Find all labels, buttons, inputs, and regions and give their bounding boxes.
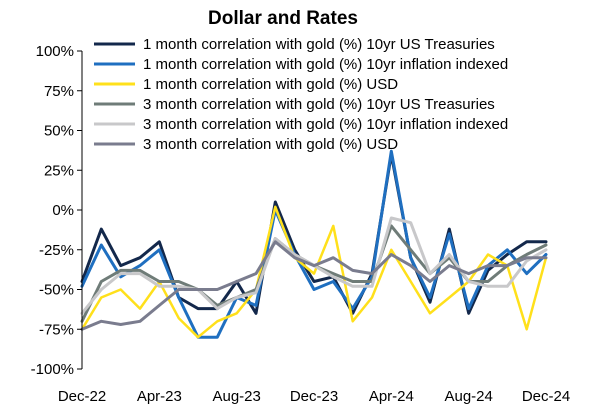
series-line-2 bbox=[80, 149, 548, 339]
legend-label-3: 1 month correlation with gold (%) USD bbox=[143, 76, 398, 93]
legend-label-1: 1 month correlation with gold (%) 10yr U… bbox=[143, 36, 495, 53]
legend-label-6: 3 month correlation with gold (%) USD bbox=[143, 136, 398, 153]
legend-label-2: 1 month correlation with gold (%) 10yr i… bbox=[143, 56, 508, 73]
x-tick-label-apr-24: Apr-24 bbox=[369, 388, 414, 405]
y-tick-label: 100% bbox=[36, 43, 74, 60]
x-tick-label-aug-23: Aug-23 bbox=[212, 388, 260, 405]
x-tick-label-apr-23: Apr-23 bbox=[137, 388, 182, 405]
y-tick-label: 50% bbox=[44, 123, 74, 140]
series-line-6 bbox=[80, 240, 548, 331]
legend-label-4: 3 month correlation with gold (%) 10yr U… bbox=[143, 96, 495, 113]
series-line-1 bbox=[80, 152, 548, 315]
y-tick-label: 25% bbox=[44, 162, 74, 179]
y-tick-label: -50% bbox=[39, 282, 74, 299]
y-tick-label: -100% bbox=[31, 361, 74, 378]
x-tick-label-dec-23: Dec-23 bbox=[290, 388, 338, 405]
axes: 100% 75% 50% 25% 0% -25% -50% -75% -100% Dec-22 Ap… bbox=[31, 43, 571, 405]
y-tick-label: 0% bbox=[52, 202, 74, 219]
y-tick-label: -25% bbox=[39, 242, 74, 259]
y-tick-label: 75% bbox=[44, 83, 74, 100]
x-tick-label-dec-22: Dec-22 bbox=[58, 388, 106, 405]
chart-title: Dollar and Rates bbox=[208, 8, 358, 29]
legend: 1 month correlation with gold (%) 10yr U… bbox=[94, 36, 508, 153]
y-tick-label: -75% bbox=[39, 321, 74, 338]
legend-label-5: 3 month correlation with gold (%) 10yr i… bbox=[143, 116, 508, 133]
x-tick-label-aug-24: Aug-24 bbox=[444, 388, 492, 405]
x-tick-label-dec-24: Dec-24 bbox=[522, 388, 570, 405]
plot-lines bbox=[80, 149, 548, 339]
